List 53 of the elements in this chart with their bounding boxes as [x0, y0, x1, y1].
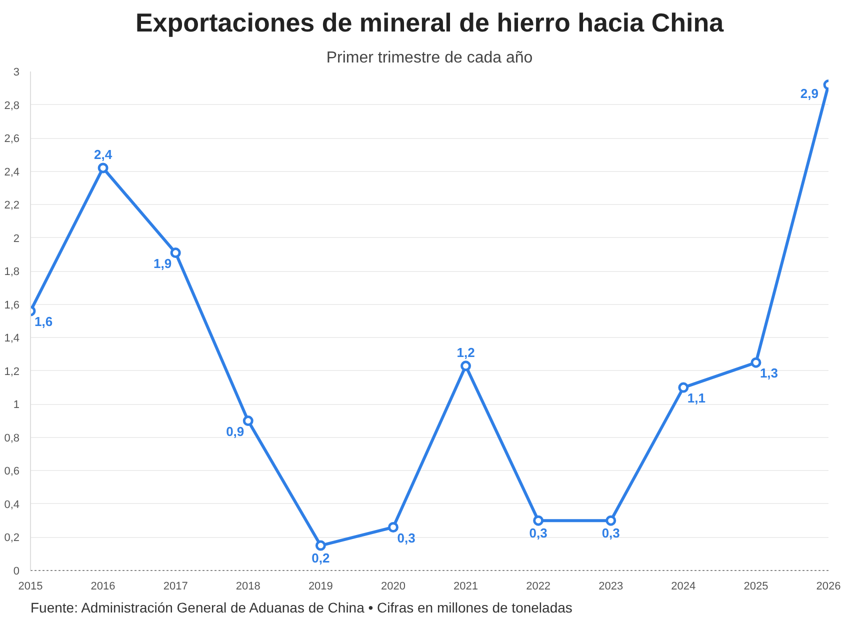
data-label: 0,3 — [397, 530, 416, 546]
chart-title: Exportaciones de mineral de hierro hacia China — [135, 8, 724, 38]
y-tick-label: 1 — [13, 399, 20, 412]
x-tick-label: 2022 — [526, 580, 551, 592]
y-tick-label: 2,6 — [4, 133, 20, 146]
point — [750, 357, 762, 368]
point — [98, 162, 108, 174]
x-tick-label: 2019 — [308, 580, 333, 592]
x-tick-label: 2016 — [90, 580, 116, 592]
y-tick-label: 0,8 — [4, 432, 20, 444]
y-tick-label: 2,2 — [4, 200, 20, 212]
y-tick-label: 1,8 — [4, 266, 20, 278]
y-tick-label: 3 — [13, 66, 20, 78]
point — [460, 360, 472, 372]
x-tick-label: 2015 — [18, 580, 43, 592]
data-label: 0,2 — [312, 550, 330, 566]
x-tick-label: 2017 — [163, 580, 188, 592]
point — [678, 382, 689, 393]
data-label: 2,4 — [94, 146, 113, 162]
y-tick-label: 1,2 — [4, 366, 20, 378]
point — [170, 248, 181, 258]
data-label: 1,6 — [34, 314, 53, 330]
y-tick-label: 0 — [13, 566, 20, 578]
y-tick-label: 0,6 — [4, 466, 20, 478]
data-label: 1,2 — [456, 344, 475, 360]
data-label: 1,3 — [760, 366, 778, 381]
point — [315, 540, 326, 551]
y-tick-label: 0,2 — [4, 532, 20, 544]
y-tick-label: 1,4 — [4, 332, 20, 345]
data-label: 0,9 — [226, 424, 244, 439]
chart-subtitle: Primer trimestre de cada año — [326, 50, 533, 66]
source-note: Fuente: Administración General de Aduanas de China • Cifras en millones de toneladas — [30, 600, 572, 616]
y-tick-label: 2,8 — [4, 100, 20, 112]
x-tick-label: 2021 — [454, 580, 478, 592]
x-tick-label: 2023 — [598, 580, 624, 592]
data-label: 2,9 — [800, 86, 819, 101]
x-tick-label: 2020 — [380, 580, 406, 592]
x-tick-label: 2018 — [236, 580, 260, 592]
y-tick-label: 1,6 — [4, 299, 20, 312]
x-tick-label: 2025 — [744, 580, 768, 592]
point — [606, 515, 616, 526]
y-tick-label: 0,4 — [4, 498, 20, 511]
data-label: 1,9 — [154, 256, 172, 271]
x-tick-label: 2024 — [671, 580, 696, 592]
point — [388, 522, 398, 532]
data-label: 0,3 — [529, 526, 548, 541]
y-tick-label: 2 — [13, 232, 20, 245]
y-tick-label: 2,4 — [4, 166, 20, 178]
x-tick-label: 2026 — [816, 580, 841, 592]
point — [242, 416, 254, 426]
point — [533, 515, 544, 526]
data-label: 0,3 — [602, 526, 620, 541]
data-label: 1,1 — [687, 390, 706, 406]
